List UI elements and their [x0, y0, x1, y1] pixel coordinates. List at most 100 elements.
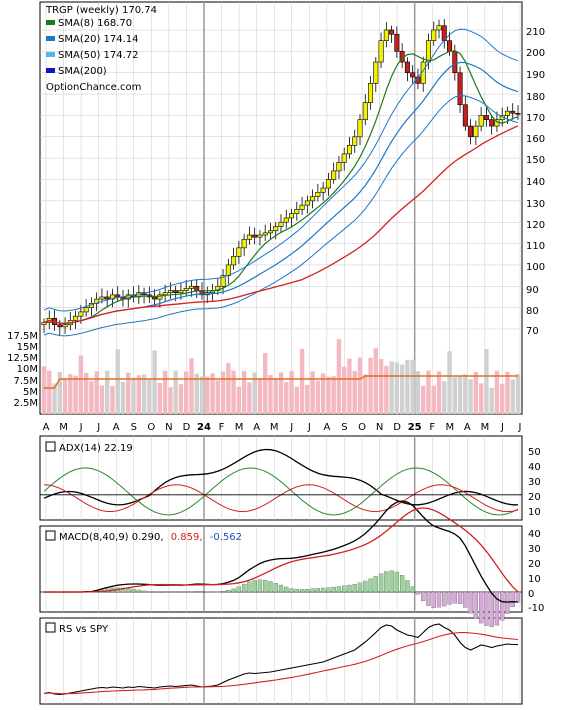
candle-body: [99, 296, 105, 300]
candle-body: [246, 234, 252, 240]
volume-bar: [147, 378, 152, 414]
volume-bar: [226, 362, 231, 414]
candle-body: [420, 61, 426, 84]
volume-bar: [152, 350, 157, 414]
candle-body: [336, 162, 342, 172]
rs-line: [43, 623, 519, 696]
volume-bar: [426, 370, 431, 414]
volume-bar: [136, 375, 141, 414]
macd-histogram-bar: [136, 589, 141, 593]
volume-bar: [500, 383, 505, 414]
price-axis: 210 200 190 180 170 160 150 140 130 120 …: [526, 27, 545, 337]
volume-bar: [157, 382, 163, 414]
price-tick: 120: [526, 220, 545, 231]
price-tick: 170: [526, 113, 545, 124]
volume-bar: [115, 349, 120, 414]
volume-bar: [131, 377, 136, 414]
x-tick-label: J: [289, 422, 293, 433]
volume-bar: [320, 373, 326, 414]
macd-histogram-bar: [257, 579, 263, 593]
macd-legend-text: MACD(8,40,9) 0.290, 0.859, -0.562: [59, 532, 242, 543]
macd-histogram-bar: [426, 591, 431, 606]
volume-bar: [331, 376, 336, 414]
candle-body: [57, 324, 63, 328]
price-tick: 140: [526, 177, 545, 188]
macd-histogram-bar: [236, 586, 242, 593]
volume-bar: [478, 383, 484, 414]
macd-histogram-bar: [463, 591, 468, 608]
volume-bar: [205, 376, 210, 414]
macd-histogram-bar: [347, 584, 352, 593]
macd-histogram-bar: [268, 581, 273, 593]
rs-sma-line: [43, 632, 519, 695]
macd-histogram-bar: [284, 586, 289, 593]
candle-body: [167, 290, 173, 293]
adx-swatch: [45, 441, 56, 452]
volume-bar: [162, 370, 168, 414]
volume-bar: [210, 373, 215, 414]
volume-bar: [83, 373, 89, 414]
volume-bar: [468, 379, 473, 414]
volume-bar: [510, 379, 515, 414]
volume-bar: [247, 382, 252, 414]
candle-body: [468, 125, 474, 138]
candle-body: [515, 112, 521, 115]
macd-histogram-bar: [363, 580, 368, 593]
volume-bar: [410, 359, 415, 414]
x-tick-label: O: [147, 422, 155, 433]
candle-body: [152, 296, 158, 300]
x-tick-label: M: [235, 422, 244, 433]
sma8-line: [43, 50, 519, 325]
signal-value: 0.859,: [171, 532, 203, 543]
volume-bar: [41, 366, 47, 414]
rs-label: RS vs SPY: [59, 624, 109, 635]
x-tick-label: O: [358, 422, 366, 433]
macd-histogram-bar: [352, 584, 357, 593]
candle-body: [341, 153, 347, 163]
macd-histogram-bar: [468, 591, 473, 614]
price-tick: 100: [526, 262, 545, 273]
volume-sma-line: [44, 375, 518, 389]
x-tick-label: 24: [197, 422, 211, 433]
macd-histogram-bar: [320, 587, 326, 593]
price-tick: 200: [526, 48, 545, 59]
volume-bar: [342, 366, 347, 414]
price-tick: 70: [526, 326, 539, 337]
price-tick: 110: [526, 241, 545, 252]
x-tick-label: F: [219, 422, 225, 433]
adx-label: ADX(14) 22.19: [59, 443, 133, 454]
macd-histogram-bar: [210, 591, 215, 593]
volume-bar: [373, 348, 378, 414]
volume-bar: [184, 371, 189, 414]
candle-body: [473, 125, 479, 138]
volume-bar: [405, 359, 410, 414]
volume-bar: [120, 381, 126, 414]
x-tick-label: J: [500, 422, 504, 433]
volume-tick: 12.5M: [7, 353, 38, 364]
candle-body: [162, 292, 168, 296]
candle-body: [447, 40, 453, 52]
upper-band-line: [43, 28, 519, 312]
volume-bar: [215, 380, 220, 414]
candle-body: [304, 200, 310, 206]
x-tick-label: N: [376, 422, 383, 433]
macd-histogram-bar: [278, 584, 284, 593]
price-tick: 190: [526, 70, 545, 81]
macd-histogram-bar: [263, 580, 268, 593]
volume-bar: [99, 385, 105, 414]
price-tick: 180: [526, 92, 545, 103]
volume-bar: [347, 358, 352, 414]
watermark: OptionChance.com: [46, 82, 141, 93]
candle-body: [425, 40, 431, 63]
macd-histogram-bar: [299, 589, 305, 593]
price-legend: TRGP (weekly) 170.74 SMA(8) 168.70 SMA(2…: [45, 5, 157, 93]
macd-histogram-bar: [252, 580, 257, 593]
indicator-lines: [40, 448, 522, 696]
adx-axis: 50 40 30 20 10: [528, 447, 541, 518]
macd-histogram-bar: [373, 576, 378, 593]
volume-bar: [289, 370, 294, 414]
candle-body: [267, 230, 273, 234]
sma20-label: SMA(20) 174.14: [58, 34, 139, 45]
